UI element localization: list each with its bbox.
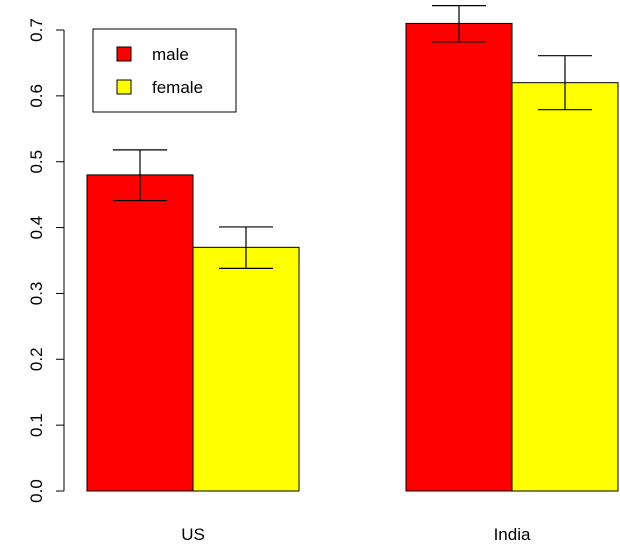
error-bar-india-female [538, 55, 592, 111]
bar-india-male [405, 22, 513, 492]
error-bar-india-male [432, 5, 486, 43]
x-category-label-us: US [181, 525, 205, 544]
bar-us-male [86, 174, 194, 492]
error-bar-us-male [113, 149, 167, 202]
legend-box [92, 28, 237, 113]
y-axis: 0.0 0.1 0.2 0.3 0.4 0.5 0.6 0.7 [27, 18, 65, 503]
y-tick-label-3: 0.3 [27, 282, 46, 306]
legend-swatch-male [116, 46, 132, 62]
bar-india-female [511, 82, 619, 492]
bars [86, 22, 619, 492]
y-tick-label-5: 0.5 [27, 150, 46, 174]
y-tick-label-4: 0.4 [27, 216, 46, 240]
y-tick-label-6: 0.6 [27, 84, 46, 108]
error-bar-us-female [219, 226, 273, 270]
legend-label-female: female [152, 78, 203, 97]
error-bars [113, 5, 592, 270]
y-tick-label-2: 0.2 [27, 347, 46, 371]
x-category-label-india: India [494, 525, 531, 544]
y-tick-label-0: 0.0 [27, 479, 46, 503]
legend: male female [92, 28, 237, 113]
legend-label-male: male [152, 45, 189, 64]
x-axis-labels: US India [181, 525, 531, 544]
y-tick-label-1: 0.1 [27, 413, 46, 437]
bar-us-female [192, 246, 300, 492]
legend-swatch-female [116, 79, 132, 95]
y-tick-label-7: 0.7 [27, 18, 46, 42]
